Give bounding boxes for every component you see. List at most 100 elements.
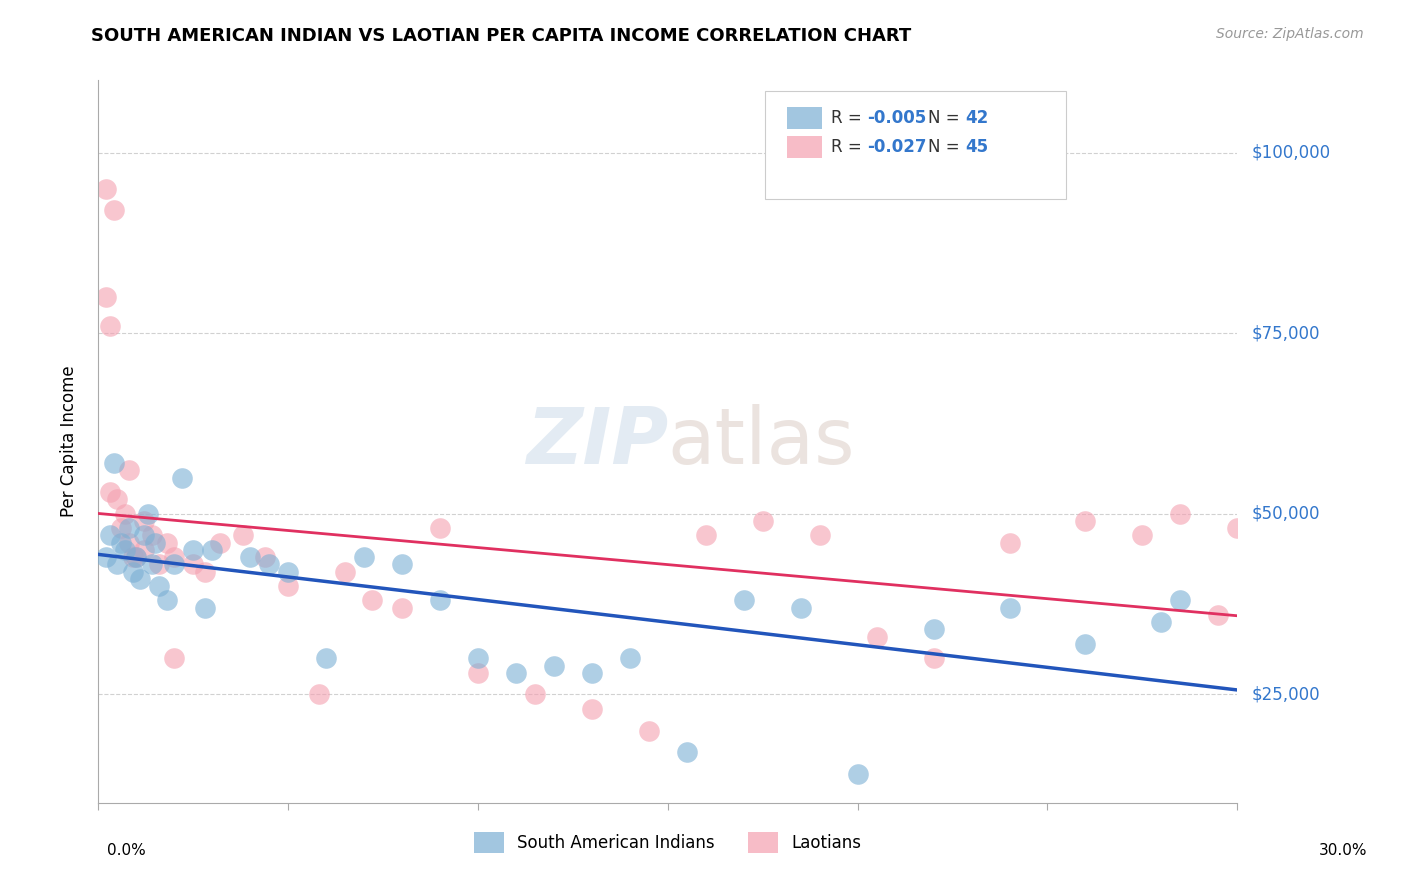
Point [156,593,179,607]
Point [277,565,299,579]
Point [107,492,129,507]
Point [118,463,141,477]
Point [148,558,170,572]
Point [239,550,262,565]
Point [543,658,565,673]
Point [148,579,170,593]
Point [277,579,299,593]
Point [232,528,254,542]
Text: N =: N = [928,109,965,127]
Text: $25,000: $25,000 [1251,685,1320,704]
Point [467,665,489,680]
Point [619,651,641,665]
Point [1170,593,1192,607]
Point [638,723,661,738]
Point [524,687,547,701]
Y-axis label: Per Capita Income: Per Capita Income [59,366,77,517]
Point [125,550,148,565]
Point [121,565,143,579]
Point [581,702,603,716]
Legend: South American Indians, Laotians: South American Indians, Laotians [467,826,869,860]
Point [790,600,813,615]
Point [1208,607,1230,622]
Point [922,651,945,665]
Point [114,507,136,521]
Text: ZIP: ZIP [526,403,668,480]
Point [846,767,869,781]
Point [335,565,357,579]
Point [121,550,143,565]
Point [315,651,337,665]
Point [94,550,117,565]
Point [391,558,413,572]
Point [94,181,117,195]
Point [733,593,755,607]
Point [156,535,179,549]
Point [103,203,125,218]
Point [132,542,155,557]
Point [163,651,186,665]
Text: $100,000: $100,000 [1251,144,1330,161]
Text: Source: ZipAtlas.com: Source: ZipAtlas.com [1216,27,1364,41]
Point [1074,637,1097,651]
Point [145,535,167,549]
Text: SOUTH AMERICAN INDIAN VS LAOTIAN PER CAPITA INCOME CORRELATION CHART: SOUTH AMERICAN INDIAN VS LAOTIAN PER CAP… [91,27,911,45]
Text: 45: 45 [965,137,988,156]
Point [998,600,1021,615]
Point [163,550,186,565]
Point [163,558,186,572]
Point [114,542,136,557]
FancyBboxPatch shape [787,136,821,158]
Text: 42: 42 [965,109,988,127]
Point [259,558,281,572]
Point [1226,521,1249,535]
Point [94,290,117,304]
Point [132,528,155,542]
Point [201,542,224,557]
Point [110,535,132,549]
Text: -0.027: -0.027 [868,137,927,156]
Point [103,456,125,470]
Point [998,535,1021,549]
Point [866,630,889,644]
Point [695,528,717,542]
Point [391,600,413,615]
Point [132,514,155,528]
Point [429,521,451,535]
Point [353,550,375,565]
FancyBboxPatch shape [787,107,821,128]
Point [129,572,152,586]
Text: R =: R = [831,109,866,127]
Text: -0.005: -0.005 [868,109,927,127]
FancyBboxPatch shape [765,91,1067,200]
Text: N =: N = [928,137,965,156]
Point [118,521,141,535]
Point [183,558,205,572]
Text: $75,000: $75,000 [1251,324,1320,343]
Point [141,528,163,542]
Point [922,623,945,637]
Point [194,600,217,615]
Point [676,745,699,759]
Point [98,528,121,542]
Point [98,485,121,500]
Point [170,470,193,484]
Point [1132,528,1154,542]
Point [505,665,527,680]
Point [581,665,603,680]
Text: 30.0%: 30.0% [1319,843,1367,858]
Point [752,514,775,528]
Point [141,558,163,572]
Point [194,565,217,579]
Point [98,318,121,333]
Point [360,593,382,607]
Point [254,550,277,565]
Point [467,651,489,665]
Point [107,558,129,572]
Point [1150,615,1173,630]
Point [136,507,159,521]
Point [1170,507,1192,521]
Text: R =: R = [831,137,866,156]
Point [808,528,831,542]
Point [183,542,205,557]
